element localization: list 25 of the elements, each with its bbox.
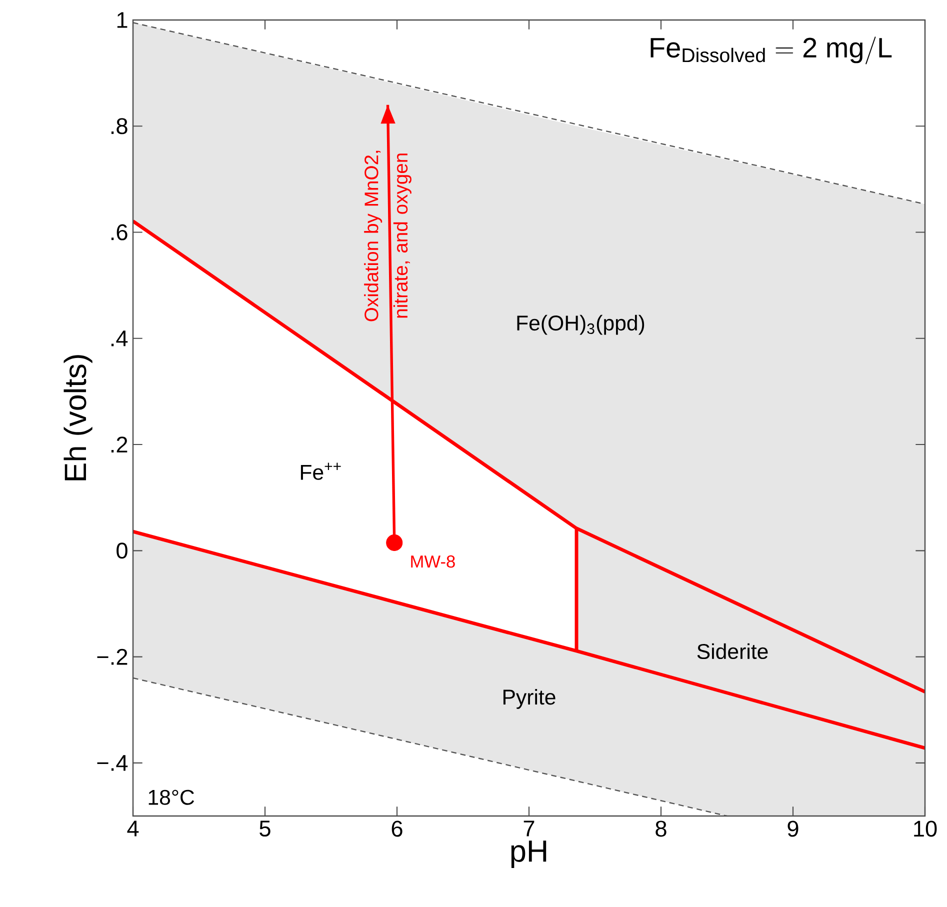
x-tick-label: 4	[127, 820, 139, 836]
annotation: Oxidation by MnO2, nitrate, and oxygen	[364, 150, 412, 322]
y-tick-label: .4	[111, 330, 128, 346]
annotation: Pyrite	[503, 689, 556, 709]
series-label: MW-8	[411, 555, 455, 568]
annotation: Fe(OH)$_{3}$(ppd)	[517, 314, 644, 335]
annotation: Siderite	[697, 643, 768, 660]
x-tick-label: 6	[392, 820, 402, 837]
x-tick-label: 8	[656, 820, 666, 837]
y-tick-label: −.2	[97, 648, 128, 665]
annotation: Fe$^{++}$	[300, 462, 341, 480]
y-tick-label: .2	[111, 436, 128, 452]
y-axis-title: Eh (volts)	[64, 355, 92, 480]
x-tick-label: 9	[788, 820, 798, 837]
y-tick-label: −.4	[97, 755, 128, 771]
x-tick-label: 7	[524, 820, 534, 836]
annotation: $\mathrm{Fe}_{\mathrm{Dissolved}} = \mathrm{2\ mg/L}$	[650, 36, 892, 64]
y-tick-label: 0	[116, 542, 128, 559]
x-tick-label: 5	[260, 820, 270, 837]
x-tick-label: 10	[914, 820, 937, 837]
y-tick-label: .8	[111, 118, 128, 134]
annotation: 18°C	[148, 790, 194, 805]
x-axis-title: pH	[511, 840, 546, 868]
y-tick-label: .6	[111, 224, 128, 240]
y-tick-label: 1	[117, 12, 128, 28]
